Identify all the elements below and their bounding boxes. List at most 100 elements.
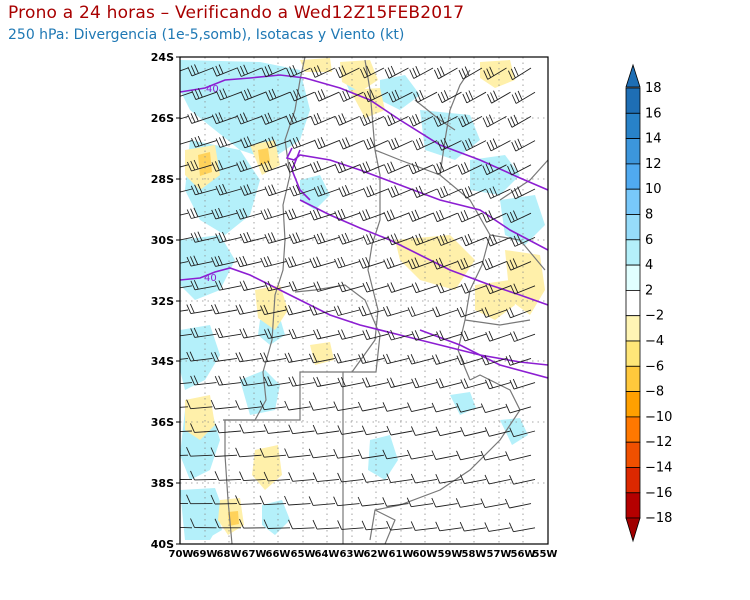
wind-barb: [333, 449, 360, 459]
wind-barb: [411, 282, 438, 294]
wind-barb: [309, 208, 336, 221]
colorbar-label: 18: [645, 81, 662, 96]
wind-barb: [264, 232, 291, 244]
lon-label: 70W: [169, 549, 194, 560]
wind-barb: [412, 185, 438, 199]
wind-barb: [509, 475, 536, 485]
wind-barb: [337, 472, 364, 483]
wind-barb: [386, 425, 413, 436]
wind-barb: [239, 328, 266, 339]
wind-barb: [437, 138, 462, 151]
wind-barb: [259, 352, 287, 363]
wind-barb: [362, 233, 389, 245]
wind-barb: [263, 424, 291, 434]
wind-barb: [338, 232, 364, 245]
wind-barb: [186, 255, 213, 267]
wind-barb: [504, 498, 532, 509]
wind-barb: [235, 495, 262, 505]
wind-barb: [214, 423, 242, 434]
wind-barb: [480, 450, 507, 461]
wind-barb: [190, 280, 217, 291]
wind-barb: [358, 209, 385, 222]
wind-barb: [410, 473, 438, 484]
wind-barb: [215, 231, 242, 244]
wind-barb: [408, 113, 434, 127]
wind-barb: [239, 471, 266, 482]
wind-barb: [190, 518, 217, 529]
lon-label: 69W: [193, 549, 218, 560]
colorbar-box: [625, 416, 641, 443]
wind-barb: [313, 281, 340, 292]
lon-label: 66W: [266, 549, 291, 560]
wind-barb: [382, 497, 409, 507]
wind-barb: [313, 184, 340, 197]
wind-barb: [507, 114, 532, 128]
wind-barb: [382, 449, 409, 460]
political-borders: [223, 57, 548, 544]
wind-barb: [180, 478, 193, 480]
wind-barb: [386, 520, 413, 531]
colorbar-box: [625, 467, 641, 494]
wind-barb: [240, 136, 266, 149]
lat-label: 30S: [151, 234, 174, 247]
wind-barb: [263, 519, 291, 529]
wind-barb: [334, 208, 360, 221]
wind-barb: [284, 304, 311, 316]
wind-barb: [312, 424, 340, 435]
wind-barb: [309, 256, 336, 269]
wind-barb: [357, 401, 385, 412]
colorbar-label: 16: [645, 106, 662, 121]
lon-label: 55W: [533, 549, 558, 560]
colorbar-label: 6: [645, 233, 653, 248]
wind-barb: [263, 328, 291, 339]
colorbar-label: 14: [645, 132, 662, 147]
lat-lon-grid: [180, 57, 548, 544]
wind-barb: [388, 89, 413, 103]
wind-barb: [387, 282, 413, 293]
colorbar-label: −18: [645, 511, 672, 526]
wind-barb: [180, 188, 193, 193]
wind-barb: [410, 426, 438, 436]
wind-barb: [457, 162, 483, 175]
wind-barb: [507, 66, 532, 81]
wind-barb: [359, 161, 385, 174]
wind-barb: [289, 184, 315, 197]
lon-label: 60W: [413, 549, 438, 560]
lat-label: 38S: [151, 477, 174, 490]
wind-barb: [435, 378, 462, 389]
wind-barb: [187, 64, 213, 77]
wind-barb: [407, 306, 434, 317]
wind-barb: [190, 327, 217, 338]
wind-barb: [459, 474, 487, 485]
wind-barb: [235, 352, 262, 363]
wind-barb: [480, 403, 507, 414]
wind-barb: [484, 522, 511, 532]
wind-barb: [310, 113, 336, 126]
wind-barb: [460, 282, 487, 294]
wind-barb: [509, 378, 536, 390]
wind-barb: [362, 377, 389, 388]
wind-barb: [334, 161, 360, 174]
colorbar-label: 12: [645, 157, 662, 172]
wind-barb: [433, 114, 458, 127]
colorbar-box: [625, 289, 641, 317]
wind-barb: [510, 234, 536, 247]
colorbar-label: 2: [645, 283, 653, 298]
wind-barb: [363, 89, 389, 103]
wind-barb: [310, 65, 336, 78]
wind-barb: [408, 209, 434, 222]
wind-barb: [240, 88, 266, 101]
wind-barb: [284, 256, 311, 268]
wind-barb: [413, 89, 438, 103]
wind-barb: [214, 280, 242, 291]
wind-barb: [386, 329, 413, 341]
wind-barb: [333, 496, 360, 507]
wind-barb: [409, 66, 434, 79]
wind-barb: [236, 64, 262, 77]
wind-barb: [457, 210, 483, 223]
wind-barb: [337, 329, 364, 340]
wind-barb: [312, 376, 340, 387]
wind-barb: [411, 233, 438, 246]
isotach-label: 40: [204, 273, 217, 284]
